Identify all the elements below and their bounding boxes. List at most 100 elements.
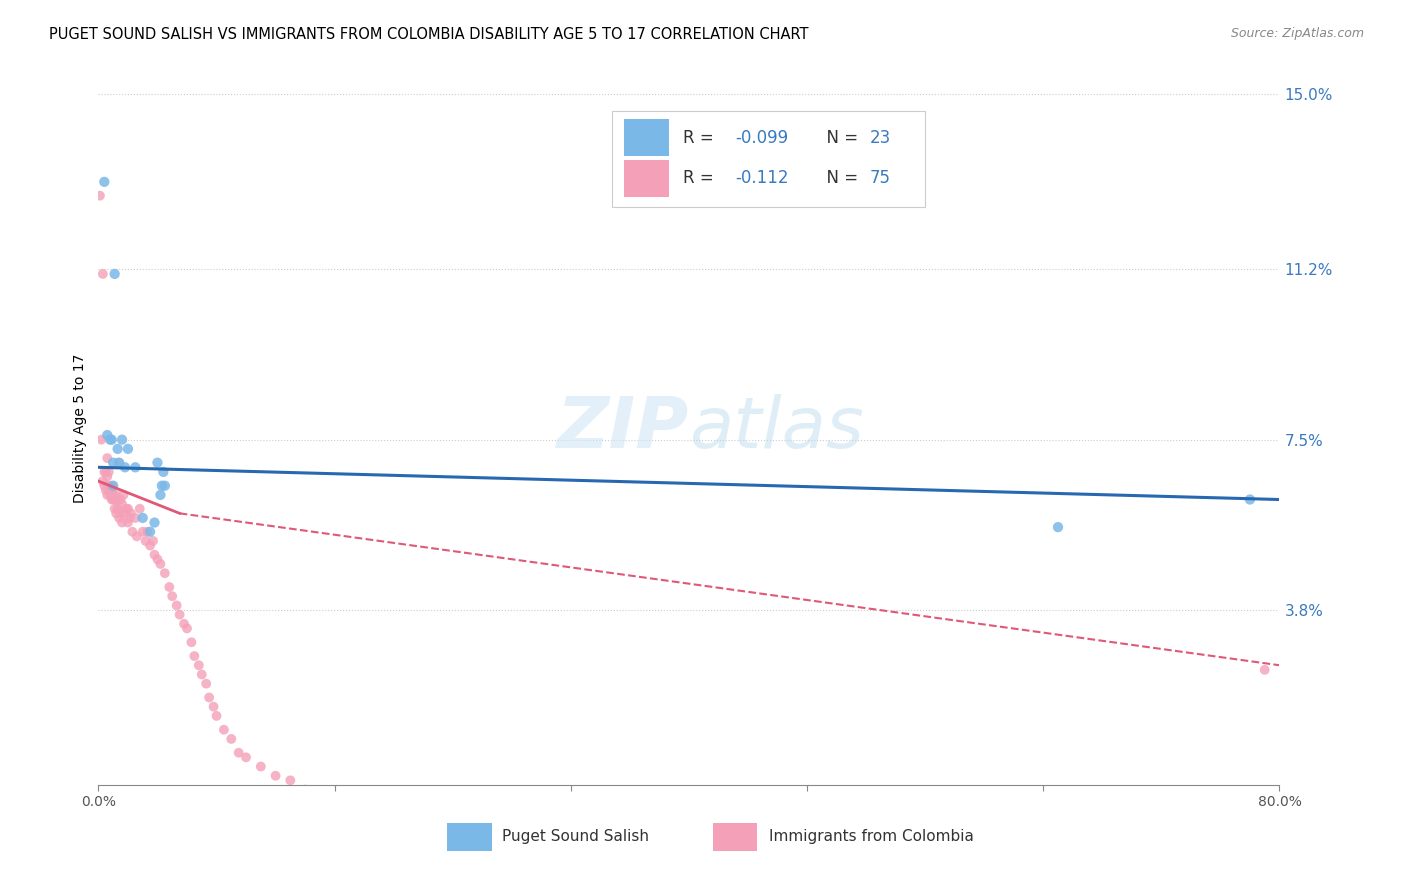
Point [104, 501, 127, 516]
Point [108, 456, 131, 470]
Point [97, 465, 120, 479]
Point [132, 511, 155, 525]
Point [250, 759, 273, 773]
Point [1254, 663, 1277, 677]
Point [117, 501, 139, 516]
Point [111, 516, 134, 530]
Point [221, 731, 243, 746]
Point [143, 516, 166, 530]
Point [191, 667, 214, 681]
Point [150, 479, 173, 493]
Point [149, 557, 172, 571]
Point [187, 658, 209, 673]
Point [124, 460, 146, 475]
Point [103, 488, 125, 502]
Point [97, 479, 120, 493]
Point [94, 483, 117, 498]
Point [183, 648, 205, 663]
Point [104, 267, 127, 281]
Point [98, 433, 121, 447]
Point [98, 488, 121, 502]
Point [139, 539, 162, 553]
Point [111, 497, 134, 511]
Point [149, 488, 172, 502]
Point [98, 483, 121, 498]
Point [93, 465, 115, 479]
Point [205, 709, 228, 723]
Point [212, 723, 235, 737]
Point [96, 451, 118, 466]
Point [173, 616, 195, 631]
Text: Source: ZipAtlas.com: Source: ZipAtlas.com [1230, 27, 1364, 40]
Point [89, 188, 111, 202]
Point [128, 501, 150, 516]
Point [93, 175, 115, 189]
Point [100, 492, 122, 507]
Point [108, 456, 131, 470]
Point [152, 465, 174, 479]
Point [228, 746, 250, 760]
Point [153, 479, 176, 493]
Point [1046, 520, 1070, 534]
Point [135, 533, 157, 548]
Text: R =: R = [683, 169, 718, 187]
Point [105, 488, 128, 502]
Point [96, 488, 118, 502]
Point [153, 566, 176, 581]
Text: PUGET SOUND SALISH VS IMMIGRANTS FROM COLOMBIA DISABILITY AGE 5 TO 17 CORRELATIO: PUGET SOUND SALISH VS IMMIGRANTS FROM CO… [49, 27, 808, 42]
Text: atlas: atlas [689, 393, 863, 463]
Text: Puget Sound Salish: Puget Sound Salish [502, 829, 650, 844]
Text: R =: R = [683, 128, 718, 146]
Point [117, 442, 139, 456]
Point [91, 474, 114, 488]
Point [120, 506, 142, 520]
Bar [624, 160, 669, 197]
Point [139, 524, 162, 539]
Point [96, 469, 118, 483]
Point [114, 506, 136, 520]
Text: 23: 23 [870, 128, 891, 146]
Point [264, 769, 287, 783]
Point [104, 492, 127, 507]
Bar [624, 120, 669, 156]
Point [108, 511, 131, 525]
Text: 75: 75 [870, 169, 890, 187]
Point [91, 267, 114, 281]
Text: N =: N = [817, 169, 863, 187]
Text: Immigrants from Colombia: Immigrants from Colombia [769, 829, 974, 844]
Bar [447, 823, 492, 851]
Point [100, 479, 122, 493]
Point [110, 492, 132, 507]
Point [136, 524, 159, 539]
Point [169, 607, 191, 622]
Point [121, 524, 143, 539]
Text: -0.112: -0.112 [735, 169, 789, 187]
Point [100, 433, 122, 447]
Point [114, 460, 136, 475]
Point [125, 529, 148, 543]
Point [143, 548, 166, 562]
Point [180, 635, 202, 649]
Point [118, 511, 141, 525]
Point [100, 483, 122, 498]
Point [111, 433, 134, 447]
Point [146, 456, 169, 470]
Point [103, 492, 125, 507]
Point [198, 690, 221, 705]
Point [107, 492, 129, 507]
Point [195, 676, 218, 690]
Point [157, 580, 180, 594]
Point [1239, 492, 1261, 507]
Bar [612, 111, 925, 207]
Point [107, 501, 129, 516]
Point [280, 773, 302, 788]
Text: N =: N = [817, 128, 863, 146]
Point [162, 589, 183, 603]
Point [235, 750, 257, 764]
Point [166, 599, 188, 613]
Point [110, 506, 132, 520]
Point [294, 782, 316, 797]
Text: ZIP: ZIP [557, 393, 689, 463]
Point [107, 442, 129, 456]
Point [93, 479, 115, 493]
